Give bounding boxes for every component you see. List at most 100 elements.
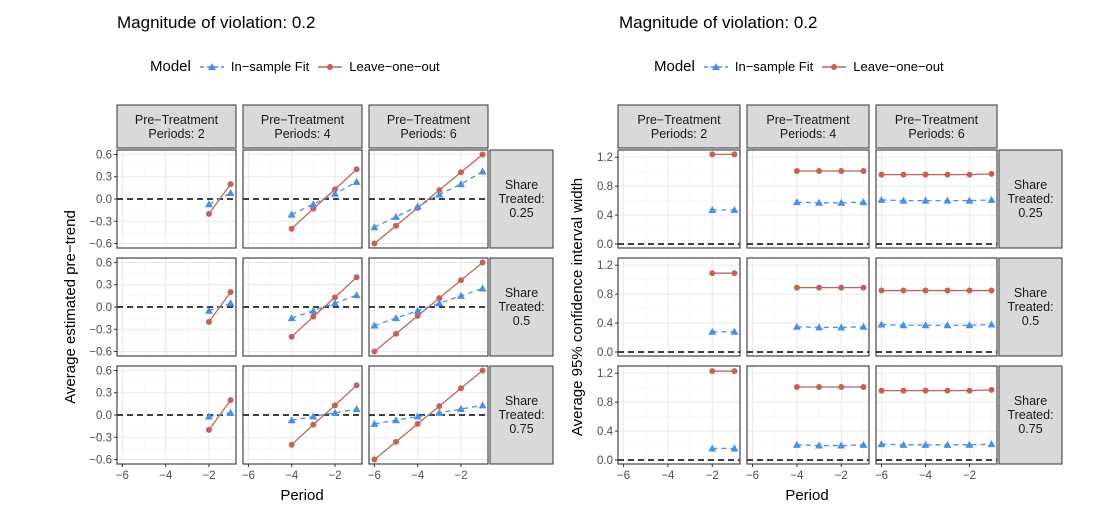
y-tick-label: 0.6 (96, 149, 112, 161)
x-tick-label: −6 (242, 470, 255, 482)
panel (746, 149, 870, 249)
data-point-in-sample-fit (478, 284, 487, 292)
data-point-leave-one-out (988, 170, 995, 177)
series-line-in-sample-fit (881, 323, 992, 326)
data-point-in-sample-fit (226, 189, 235, 197)
facet-strip-col (116, 104, 237, 149)
facet-strip-row-label: Share (505, 178, 538, 192)
panel (368, 365, 489, 465)
panel-background (876, 258, 997, 356)
data-point-in-sample-fit (987, 440, 996, 448)
data-point-leave-one-out (860, 284, 867, 291)
data-point-leave-one-out (878, 171, 885, 178)
panel-border (242, 365, 363, 465)
y-tick-label: 0.0 (597, 239, 613, 251)
data-point-leave-one-out (878, 287, 885, 294)
data-point-leave-one-out (457, 385, 464, 392)
panel-border (242, 149, 363, 249)
data-point-in-sample-fit (943, 440, 952, 448)
data-point-leave-one-out (310, 313, 317, 320)
facet-strip-row-label: Treated: (1007, 300, 1053, 314)
legend-key-loo (318, 63, 343, 70)
y-tick-label: −0.3 (89, 216, 112, 228)
data-point-leave-one-out (331, 294, 338, 301)
data-point-in-sample-fit (921, 321, 930, 329)
data-point-in-sample-fit (877, 195, 886, 203)
y-tick-label: 0.8 (597, 289, 613, 301)
facet-strip-row-label: 0.25 (1018, 206, 1042, 220)
data-point-leave-one-out (457, 169, 464, 176)
data-point-leave-one-out (922, 387, 929, 394)
data-point-leave-one-out (709, 151, 716, 158)
data-point-in-sample-fit (413, 202, 422, 210)
y-tick-label: −0.3 (89, 324, 112, 336)
data-point-in-sample-fit (899, 321, 908, 329)
data-point-leave-one-out (205, 210, 212, 217)
y-tick-label: 0.0 (96, 302, 112, 314)
data-point-in-sample-fit (352, 405, 361, 413)
legend-title: Model (150, 58, 191, 75)
data-point-leave-one-out (371, 348, 378, 355)
data-point-in-sample-fit (287, 416, 296, 424)
legend-label-in-sample: In−sample Fit (230, 59, 310, 74)
facet-strip-col (875, 104, 998, 149)
y-axis-title: Average estimated pre−trend (62, 210, 79, 404)
y-tick-label: 0.4 (597, 210, 614, 222)
data-point-in-sample-fit (792, 322, 801, 330)
facet-strip-row-label: Treated: (498, 408, 544, 422)
panel (368, 149, 489, 249)
y-tick-label: 0.4 (597, 318, 614, 330)
panel-border (368, 257, 489, 357)
facet-strip-row-label: 0.75 (1018, 422, 1042, 436)
panel (242, 257, 363, 357)
data-point-leave-one-out (816, 284, 823, 291)
legend-label-in-sample: In−sample Fit (734, 59, 814, 74)
series-line-in-sample-fit (208, 192, 231, 205)
data-point-leave-one-out (288, 225, 295, 232)
data-point-leave-one-out (944, 387, 951, 394)
data-point-leave-one-out (205, 426, 212, 433)
data-point-leave-one-out (816, 383, 823, 390)
data-point-leave-one-out (227, 289, 234, 296)
data-point-leave-one-out (479, 367, 486, 374)
panel-border (875, 365, 998, 465)
data-point-in-sample-fit (456, 291, 465, 299)
panel (746, 257, 870, 357)
y-tick-label: 1.2 (597, 260, 613, 272)
panel-border (617, 257, 741, 357)
data-point-in-sample-fit (478, 167, 487, 175)
data-point-in-sample-fit (352, 291, 361, 299)
facet-strip-col-label: Pre−Treatment (387, 113, 471, 127)
data-point-in-sample-fit (815, 323, 824, 331)
series-line-in-sample-fit (374, 287, 483, 327)
facet-strip-row-label: Treated: (498, 300, 544, 314)
data-point-leave-one-out (966, 171, 973, 178)
data-point-leave-one-out (922, 287, 929, 294)
data-point-leave-one-out (353, 166, 360, 173)
series-line-in-sample-fit (374, 404, 483, 425)
data-point-in-sample-fit (352, 177, 361, 185)
facet-strip-col-label: Periods: 2 (651, 127, 707, 141)
facet-strip-col-label: Pre−Treatment (637, 113, 721, 127)
data-point-in-sample-fit (899, 196, 908, 204)
data-point-leave-one-out (922, 171, 929, 178)
data-point-in-sample-fit (392, 212, 401, 220)
x-tick-label: −2 (963, 470, 976, 482)
data-point-in-sample-fit (287, 210, 296, 218)
data-point-in-sample-fit (226, 299, 235, 307)
data-point-leave-one-out (860, 383, 867, 390)
panel-background (618, 150, 740, 248)
chart-title-right: Magnitude of violation: 0.2 (619, 13, 818, 32)
data-point-leave-one-out (436, 187, 443, 194)
y-tick-label: 0.6 (96, 257, 112, 269)
facet-strip-row (998, 149, 1063, 249)
data-point-in-sample-fit (859, 322, 868, 330)
data-point-in-sample-fit (413, 306, 422, 314)
panel-background (747, 366, 869, 464)
data-point-in-sample-fit (370, 321, 379, 329)
facet-strip-row-label: 0.5 (1022, 314, 1039, 328)
panel (116, 149, 237, 249)
facet-strip-col-label: Pre−Treatment (135, 113, 219, 127)
